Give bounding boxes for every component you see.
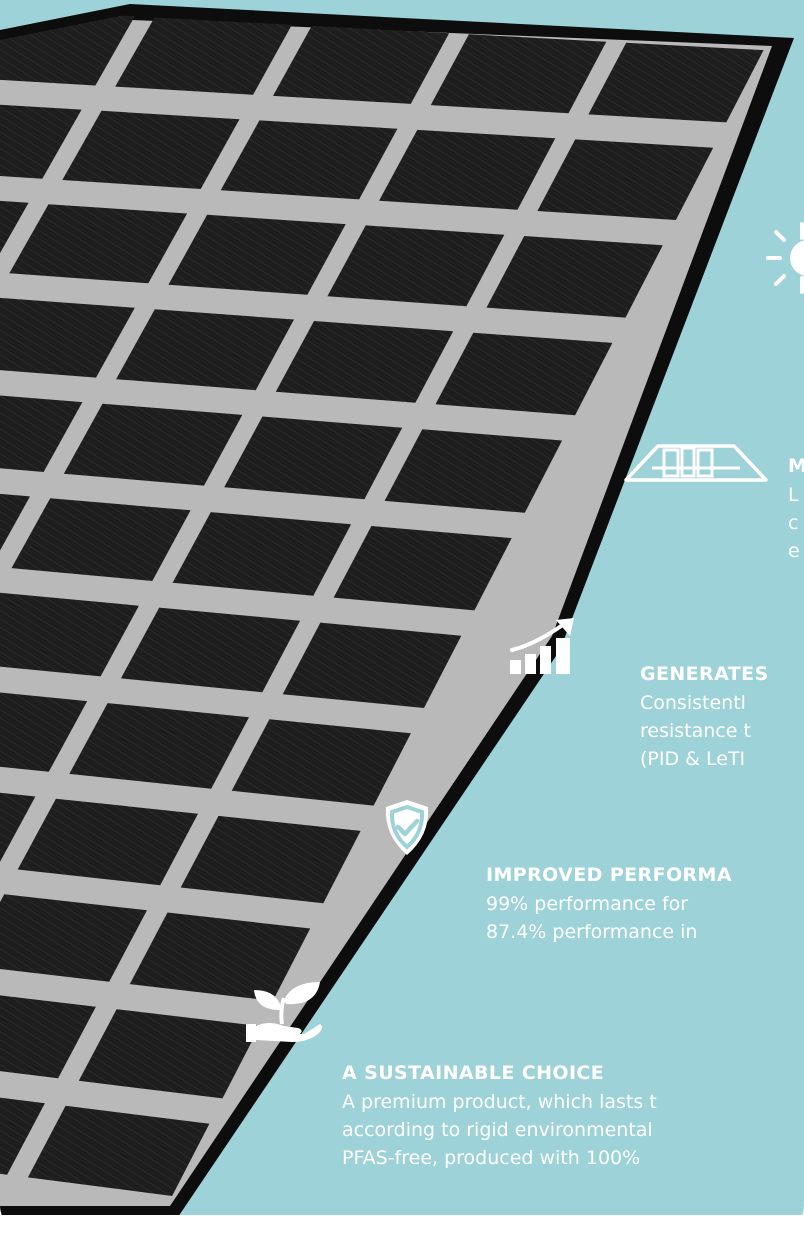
solar-cell xyxy=(282,622,462,708)
feature-description-line: 99% performance for xyxy=(486,893,689,915)
solar-cell xyxy=(120,607,301,693)
feature-description-line: 87.4% performance in xyxy=(486,921,698,943)
solar-cell xyxy=(168,214,346,295)
solar-cell xyxy=(9,204,188,284)
solar-cell xyxy=(0,687,88,772)
solar-cell xyxy=(333,526,512,611)
solar-cell xyxy=(78,1009,260,1099)
solar-cell xyxy=(537,139,714,220)
feature-title: A SUSTAINABLE CHOICE xyxy=(342,1062,605,1084)
solar-cell xyxy=(0,592,139,677)
feature-description-line: (PID & LeTI xyxy=(640,748,746,770)
solar-cell xyxy=(0,894,147,982)
solar-cell xyxy=(180,815,361,904)
solar-cell xyxy=(0,989,96,1079)
roof-panels-icon xyxy=(624,444,768,482)
feature-generates: GENERATES Consistentl resistance t (PID … xyxy=(640,663,769,773)
feature-description-line: L xyxy=(788,484,799,506)
solar-cell xyxy=(275,321,454,403)
feature-description-line: e xyxy=(788,540,800,562)
solar-cell xyxy=(27,1105,210,1196)
solar-cell xyxy=(0,297,135,378)
solar-cell xyxy=(129,912,311,1001)
feature-description-line: according to rigid environmental xyxy=(342,1119,653,1141)
feature-sustainable-choice: A SUSTAINABLE CHOICE A premium product, … xyxy=(342,1062,657,1172)
solar-cell xyxy=(0,390,83,472)
solar-cell xyxy=(172,512,352,596)
feature-title: GENERATES xyxy=(640,663,769,685)
solar-cell xyxy=(379,129,556,210)
sun-icon xyxy=(766,222,804,294)
solar-cell xyxy=(435,332,613,416)
feature-description-line: A premium product, which lasts t xyxy=(342,1091,657,1113)
solar-cell xyxy=(63,403,243,486)
plant-hand-icon xyxy=(246,982,322,1042)
growth-chart-icon xyxy=(510,618,574,674)
solar-cell xyxy=(273,25,450,104)
feature-description-line: c xyxy=(788,512,799,534)
feature-mounting: M L c e xyxy=(788,455,804,565)
solar-cell xyxy=(224,416,403,500)
feature-description-line: Consistentl xyxy=(640,692,746,714)
solar-cell xyxy=(588,42,764,123)
solar-cell xyxy=(17,798,199,886)
solar-cell xyxy=(231,719,411,806)
bottom-strip xyxy=(0,1215,804,1235)
solar-cell xyxy=(11,498,191,581)
feature-title: M xyxy=(788,455,804,477)
solar-cell xyxy=(115,17,292,95)
solar-cell xyxy=(384,429,563,513)
solar-cell xyxy=(0,101,82,179)
solar-cell xyxy=(220,120,398,200)
feature-description-line: PFAS-free, produced with 100% xyxy=(342,1147,641,1169)
feature-improved-performance: IMPROVED PERFORMA 99% performance for 87… xyxy=(486,864,732,946)
solar-cell xyxy=(430,34,607,114)
solar-cell xyxy=(62,110,240,189)
feature-title: IMPROVED PERFORMA xyxy=(486,864,732,886)
solar-cell xyxy=(69,703,249,789)
feature-description-line: resistance t xyxy=(640,720,751,742)
shield-check-icon xyxy=(385,800,429,855)
solar-cell xyxy=(486,236,663,318)
solar-cell xyxy=(116,309,294,391)
solar-cell xyxy=(327,225,505,307)
